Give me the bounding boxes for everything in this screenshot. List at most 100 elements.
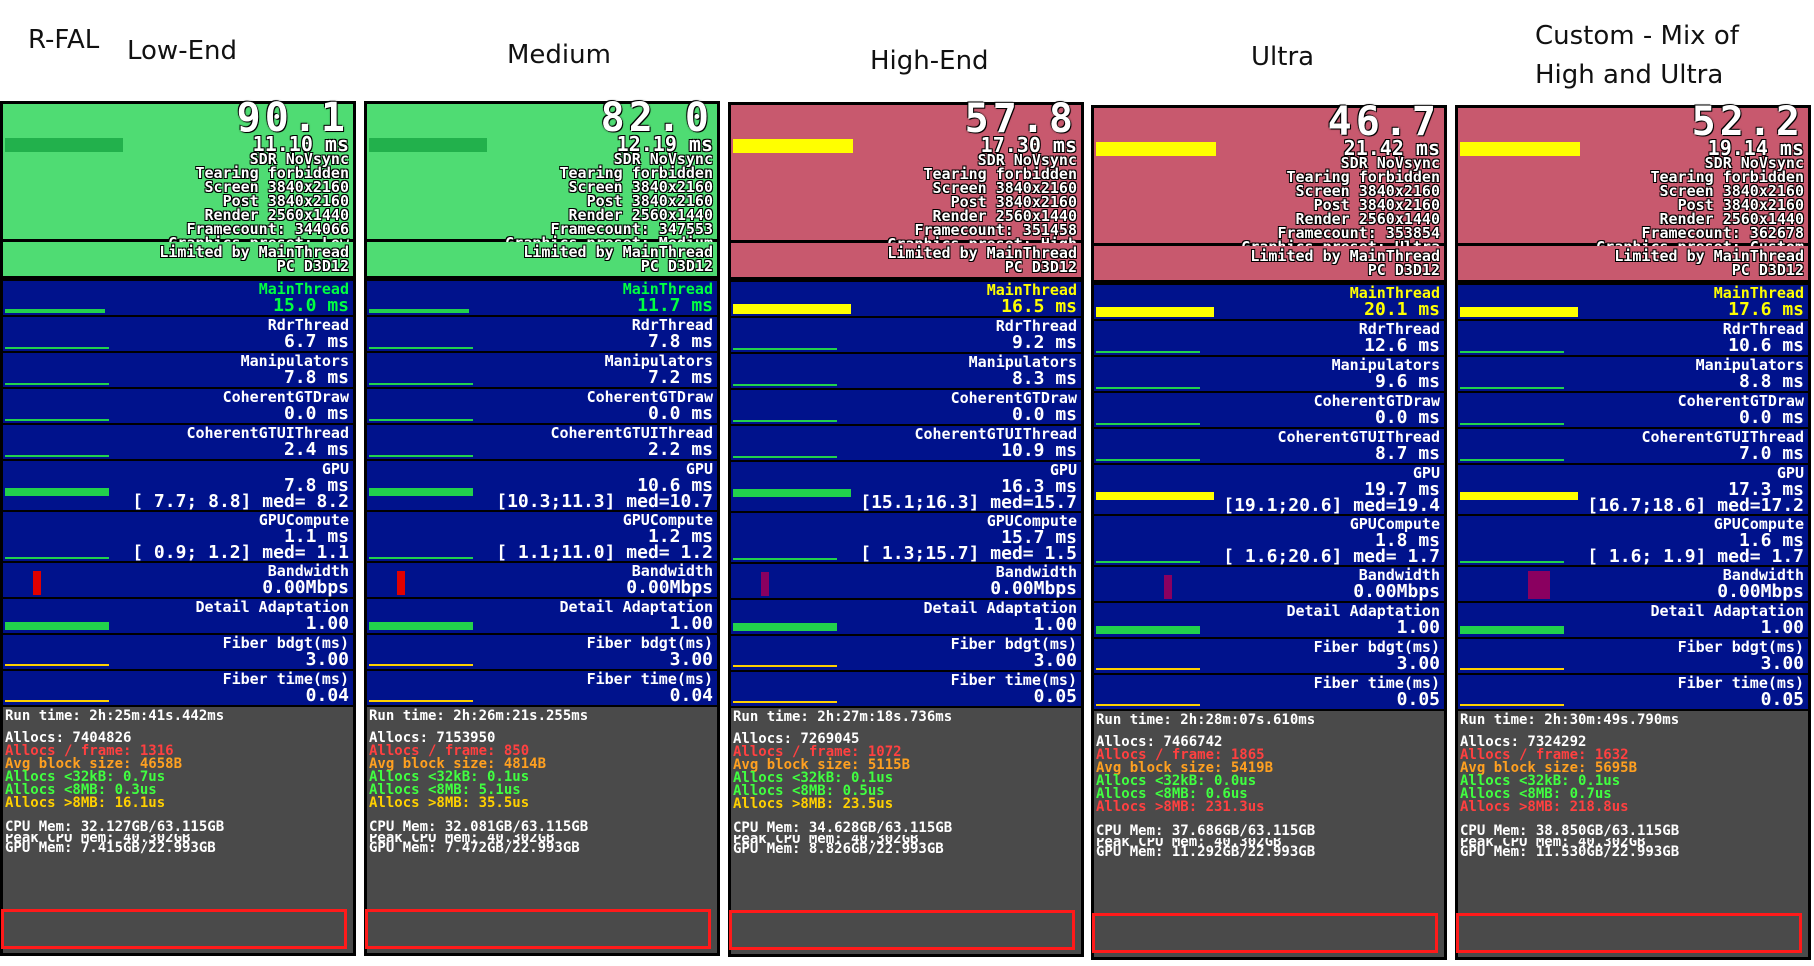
mainthread-panel-value: 17.6 ms: [1728, 299, 1804, 320]
coherentgtdraw-panel-label: CoherentGTDraw: [1677, 392, 1804, 410]
graph-ft: [1096, 704, 1200, 706]
rdrthread-panel-value: 9.2 ms: [1011, 332, 1077, 353]
graph-da: [733, 623, 837, 631]
manipulators-panel: Manipulators 8.3 ms: [731, 354, 1081, 388]
platform: PC D3D12: [1731, 261, 1804, 279]
rfal-label: R-FAL: [28, 25, 100, 55]
gpu-mem: GPU Mem: 11.292GB/22.993GB: [1096, 844, 1316, 860]
avg-block-size: Avg block size: 4658B: [5, 756, 183, 772]
avg-block-size: Avg block size: 5419B: [1096, 760, 1274, 776]
fiber-budget-panel: Fiber bdgt(ms) 3.00: [731, 636, 1081, 670]
fiber-time-panel-label: Fiber time(ms): [1677, 674, 1804, 692]
screen-res: Screen 3840x2160: [1659, 182, 1805, 200]
graph-gpuc: [5, 557, 109, 559]
frame-ms: 12.19 ms: [616, 132, 713, 156]
gpu-panel-value: 19.7 ms: [1364, 479, 1440, 500]
graph-fb: [1096, 668, 1200, 670]
graph-main: [369, 309, 469, 313]
run-time: Run time: 2h:26m:21s.255ms: [369, 708, 589, 724]
gpu-panel-range: [15.1;16.3] med=15.7: [860, 492, 1077, 513]
gpu-mem-highlight-box: [729, 910, 1075, 950]
bandwidth-panel: Bandwidth 0.00Mbps: [3, 563, 353, 597]
graph-cgtdraw: [5, 419, 109, 421]
graph-gpu: [733, 489, 851, 497]
gpucompute-panel-value: 1.1 ms: [283, 526, 349, 547]
fps-value: 52.2: [1691, 99, 1804, 145]
graph-fb: [1460, 668, 1564, 670]
gpu-panel-label: GPU: [685, 460, 713, 478]
tearing-mode: Tearing forbidden: [1650, 168, 1804, 186]
detail-adaptation-panel: Detail Adaptation 1.00: [367, 599, 717, 633]
coherentgtui-panel-label: CoherentGTUIThread: [1277, 428, 1440, 446]
gpu-panel: GPU 17.3 ms [16.7;18.6] med=17.2: [1458, 465, 1808, 515]
coherentgtdraw-panel-label: CoherentGTDraw: [1313, 392, 1440, 410]
sync-mode: SDR NoVsync: [613, 150, 713, 168]
run-time: Run time: 2h:27m:18s.736ms: [733, 709, 953, 725]
rdrthread-panel-value: 6.7 ms: [283, 331, 349, 352]
limiter-banner: Limited by MainThread PC D3D12: [367, 242, 717, 276]
rdrthread-panel: RdrThread 6.7 ms: [3, 317, 353, 351]
cpu-mem: CPU Mem: 38.850GB/63.115GB: [1460, 823, 1680, 839]
graph-manip: [369, 383, 473, 385]
graph-cgtui: [1096, 459, 1200, 461]
post-res: Post 3840x2160: [586, 192, 713, 210]
allocs-total: Allocs: 7404826: [5, 730, 132, 746]
bandwidth-panel-label: Bandwidth: [1358, 566, 1440, 584]
coherentgtui-panel: CoherentGTUIThread 2.4 ms: [3, 425, 353, 459]
platform: PC D3D12: [276, 257, 349, 275]
bandwidth-panel-value: 0.00Mbps: [626, 577, 713, 598]
limited-by: Limited by MainThread: [887, 244, 1077, 262]
allocs-under-32k: Allocs <32kB: 0.1us: [733, 770, 894, 786]
post-res: Post 3840x2160: [950, 193, 1077, 211]
bandwidth-panel-value: 0.00Mbps: [1717, 581, 1804, 602]
cpu-mem: CPU Mem: 32.081GB/63.115GB: [369, 819, 589, 835]
graph-bw: [1528, 571, 1550, 599]
manipulators-panel-value: 9.6 ms: [1374, 371, 1440, 392]
fiber-budget-panel-value: 3.00: [1396, 653, 1440, 674]
fiber-budget-panel: Fiber bdgt(ms) 3.00: [3, 635, 353, 669]
mainthread-panel-label: MainThread: [1349, 284, 1440, 302]
graph-cgtui: [369, 455, 473, 457]
bandwidth-panel: Bandwidth 0.00Mbps: [731, 564, 1081, 598]
graph-da: [369, 622, 473, 630]
fiber-budget-panel-label: Fiber bdgt(ms): [950, 635, 1077, 653]
manipulators-panel-label: Manipulators: [604, 352, 713, 370]
gpucompute-panel-value: 1.8 ms: [1374, 530, 1440, 551]
limited-by: Limited by MainThread: [1250, 247, 1440, 265]
graph-bw: [33, 571, 41, 595]
allocs-under-32k: Allocs <32kB: 0.1us: [369, 769, 530, 785]
graph-cgtdraw: [369, 419, 473, 421]
frametime-sparkline: [369, 138, 487, 152]
mainthread-panel-value: 11.7 ms: [637, 295, 713, 316]
detail-adaptation-panel-value: 1.00: [1396, 617, 1440, 638]
manipulators-panel-value: 8.8 ms: [1738, 371, 1804, 392]
coherentgtdraw-panel-label: CoherentGTDraw: [586, 388, 713, 406]
cpu-mem: CPU Mem: 34.628GB/63.115GB: [733, 820, 953, 836]
peak-cpu-mem: Peak CPU Mem: 40.302GB: [1460, 838, 1646, 846]
bandwidth-panel: Bandwidth 0.00Mbps: [1094, 567, 1444, 601]
rdrthread-panel-label: RdrThread: [1358, 320, 1440, 338]
fps-value: 46.7: [1327, 99, 1440, 145]
allocs-over-8mb: Allocs >8MB: 231.3us: [1096, 799, 1265, 815]
cpu-mem: CPU Mem: 32.127GB/63.115GB: [5, 819, 225, 835]
render-res: Render 2560x1440: [932, 207, 1078, 225]
render-res: Render 2560x1440: [1659, 210, 1805, 228]
fiber-budget-panel: Fiber bdgt(ms) 3.00: [367, 635, 717, 669]
frametime-sparkline: [1460, 142, 1580, 156]
allocs-under-32k: Allocs <32kB: 0.0us: [1096, 773, 1257, 789]
perf-overlay-column: 57.8 17.30 ms SDR NoVsync Tearing forbid…: [728, 99, 1084, 957]
fiber-budget-panel-value: 3.00: [1033, 650, 1077, 671]
gpu-panel-range: [19.1;20.6] med=19.4: [1223, 495, 1440, 516]
mainthread-panel-label: MainThread: [258, 280, 349, 298]
graph-manip: [5, 383, 109, 385]
gpucompute-panel-range: [ 1.1;11.0] med= 1.2: [496, 542, 713, 563]
perf-overlay-column: 90.1 11.10 ms SDR NoVsync Tearing forbid…: [0, 98, 356, 956]
gpu-panel: GPU 10.6 ms [10.3;11.3] med=10.7: [367, 460, 717, 511]
gpu-panel-label: GPU: [1412, 464, 1440, 482]
graph-main: [1460, 307, 1578, 317]
graph-gpuc: [1096, 561, 1200, 563]
cpu-mem: CPU Mem: 37.686GB/63.115GB: [1096, 823, 1316, 839]
screen-res: Screen 3840x2160: [568, 178, 714, 196]
allocs-over-8mb: Allocs >8MB: 218.8us: [1460, 799, 1629, 815]
gpu-mem-highlight-box: [365, 909, 711, 949]
